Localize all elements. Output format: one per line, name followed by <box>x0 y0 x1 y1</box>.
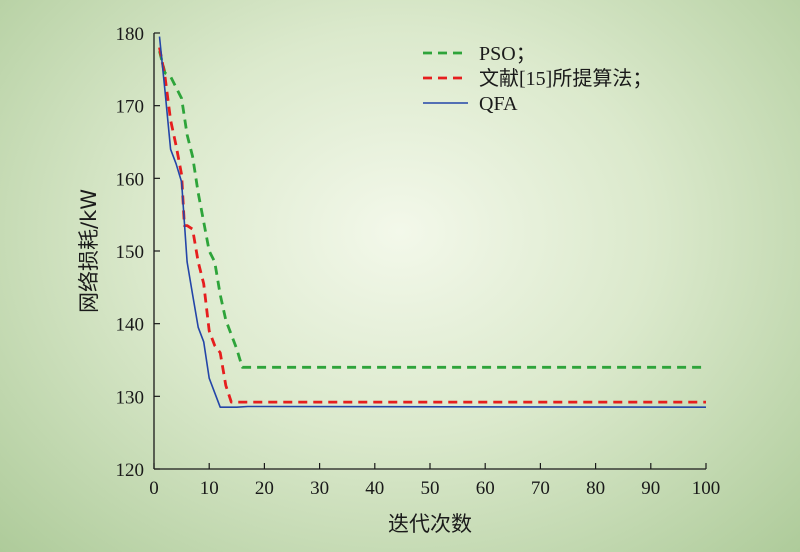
legend-label-1: PSO； <box>479 43 536 65</box>
x-tick-label: 100 <box>692 478 721 499</box>
series-line-2 <box>158 47 706 404</box>
x-tick-label: 80 <box>586 478 605 499</box>
y-tick-label: 170 <box>116 97 145 118</box>
y-axis-title: 网络损耗/kW <box>77 189 101 313</box>
x-tick-label: 60 <box>476 478 495 499</box>
y-tick-label: 160 <box>116 169 145 190</box>
y-tick-label: 140 <box>116 315 145 336</box>
legend: PSO；文献[15]所提算法； QFA <box>423 43 652 115</box>
axes: 0 10 20 30 40 50 60 70 80 90 100 120 130 140 150 160 170… <box>116 24 721 499</box>
legend-label-2: 文献[15]所提算法； <box>479 67 652 90</box>
x-tick-label: 50 <box>421 478 440 499</box>
x-tick-label: 30 <box>310 478 329 499</box>
x-axis-title: 迭代次数 <box>388 512 472 536</box>
y-tick-label: 180 <box>116 24 145 45</box>
legend-label-3: QFA <box>479 93 518 115</box>
series-layer <box>158 36 707 408</box>
series-line-3 <box>158 36 707 408</box>
y-tick-label: 150 <box>116 242 145 263</box>
series-line-1 <box>158 50 706 369</box>
y-tick-label: 120 <box>116 460 145 481</box>
x-tick-label: 0 <box>149 478 159 499</box>
x-tick-label: 20 <box>255 478 274 499</box>
x-tick-label: 40 <box>365 478 384 499</box>
x-tick-label: 10 <box>200 478 219 499</box>
y-tick-label: 130 <box>116 387 145 408</box>
x-tick-label: 70 <box>531 478 550 499</box>
x-tick-label: 90 <box>641 478 660 499</box>
